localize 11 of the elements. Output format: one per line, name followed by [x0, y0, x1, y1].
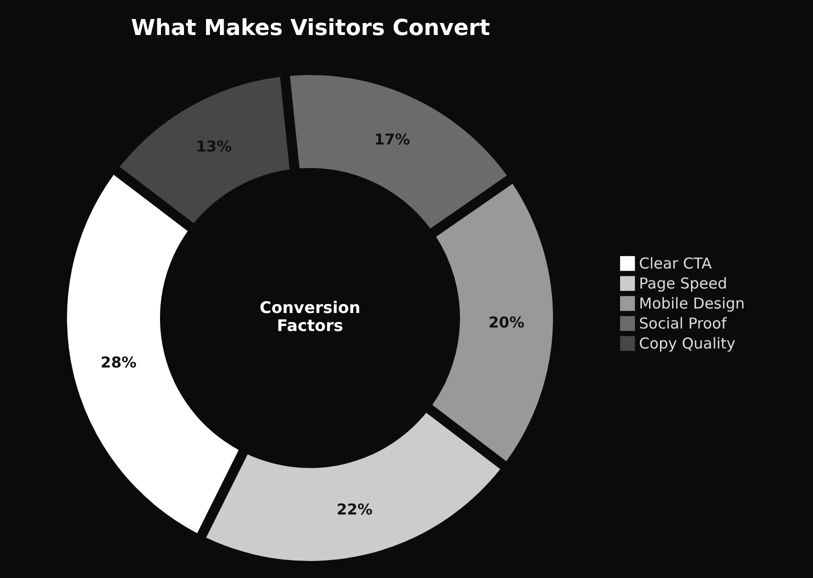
legend-label: Social Proof — [639, 314, 728, 332]
legend-label: Mobile Design — [639, 294, 745, 312]
data-label: 22% — [336, 500, 373, 518]
legend-label: Copy Quality — [639, 334, 736, 352]
data-label: 20% — [488, 313, 524, 332]
data-label: 28% — [100, 354, 137, 372]
legend-label: Page Speed — [639, 274, 728, 292]
chart-title: What Makes Visitors Convert — [130, 16, 490, 41]
text: Conversion Factors — [260, 298, 360, 335]
legend-label: Clear CTA — [639, 254, 712, 272]
data-label: 17% — [374, 130, 410, 148]
